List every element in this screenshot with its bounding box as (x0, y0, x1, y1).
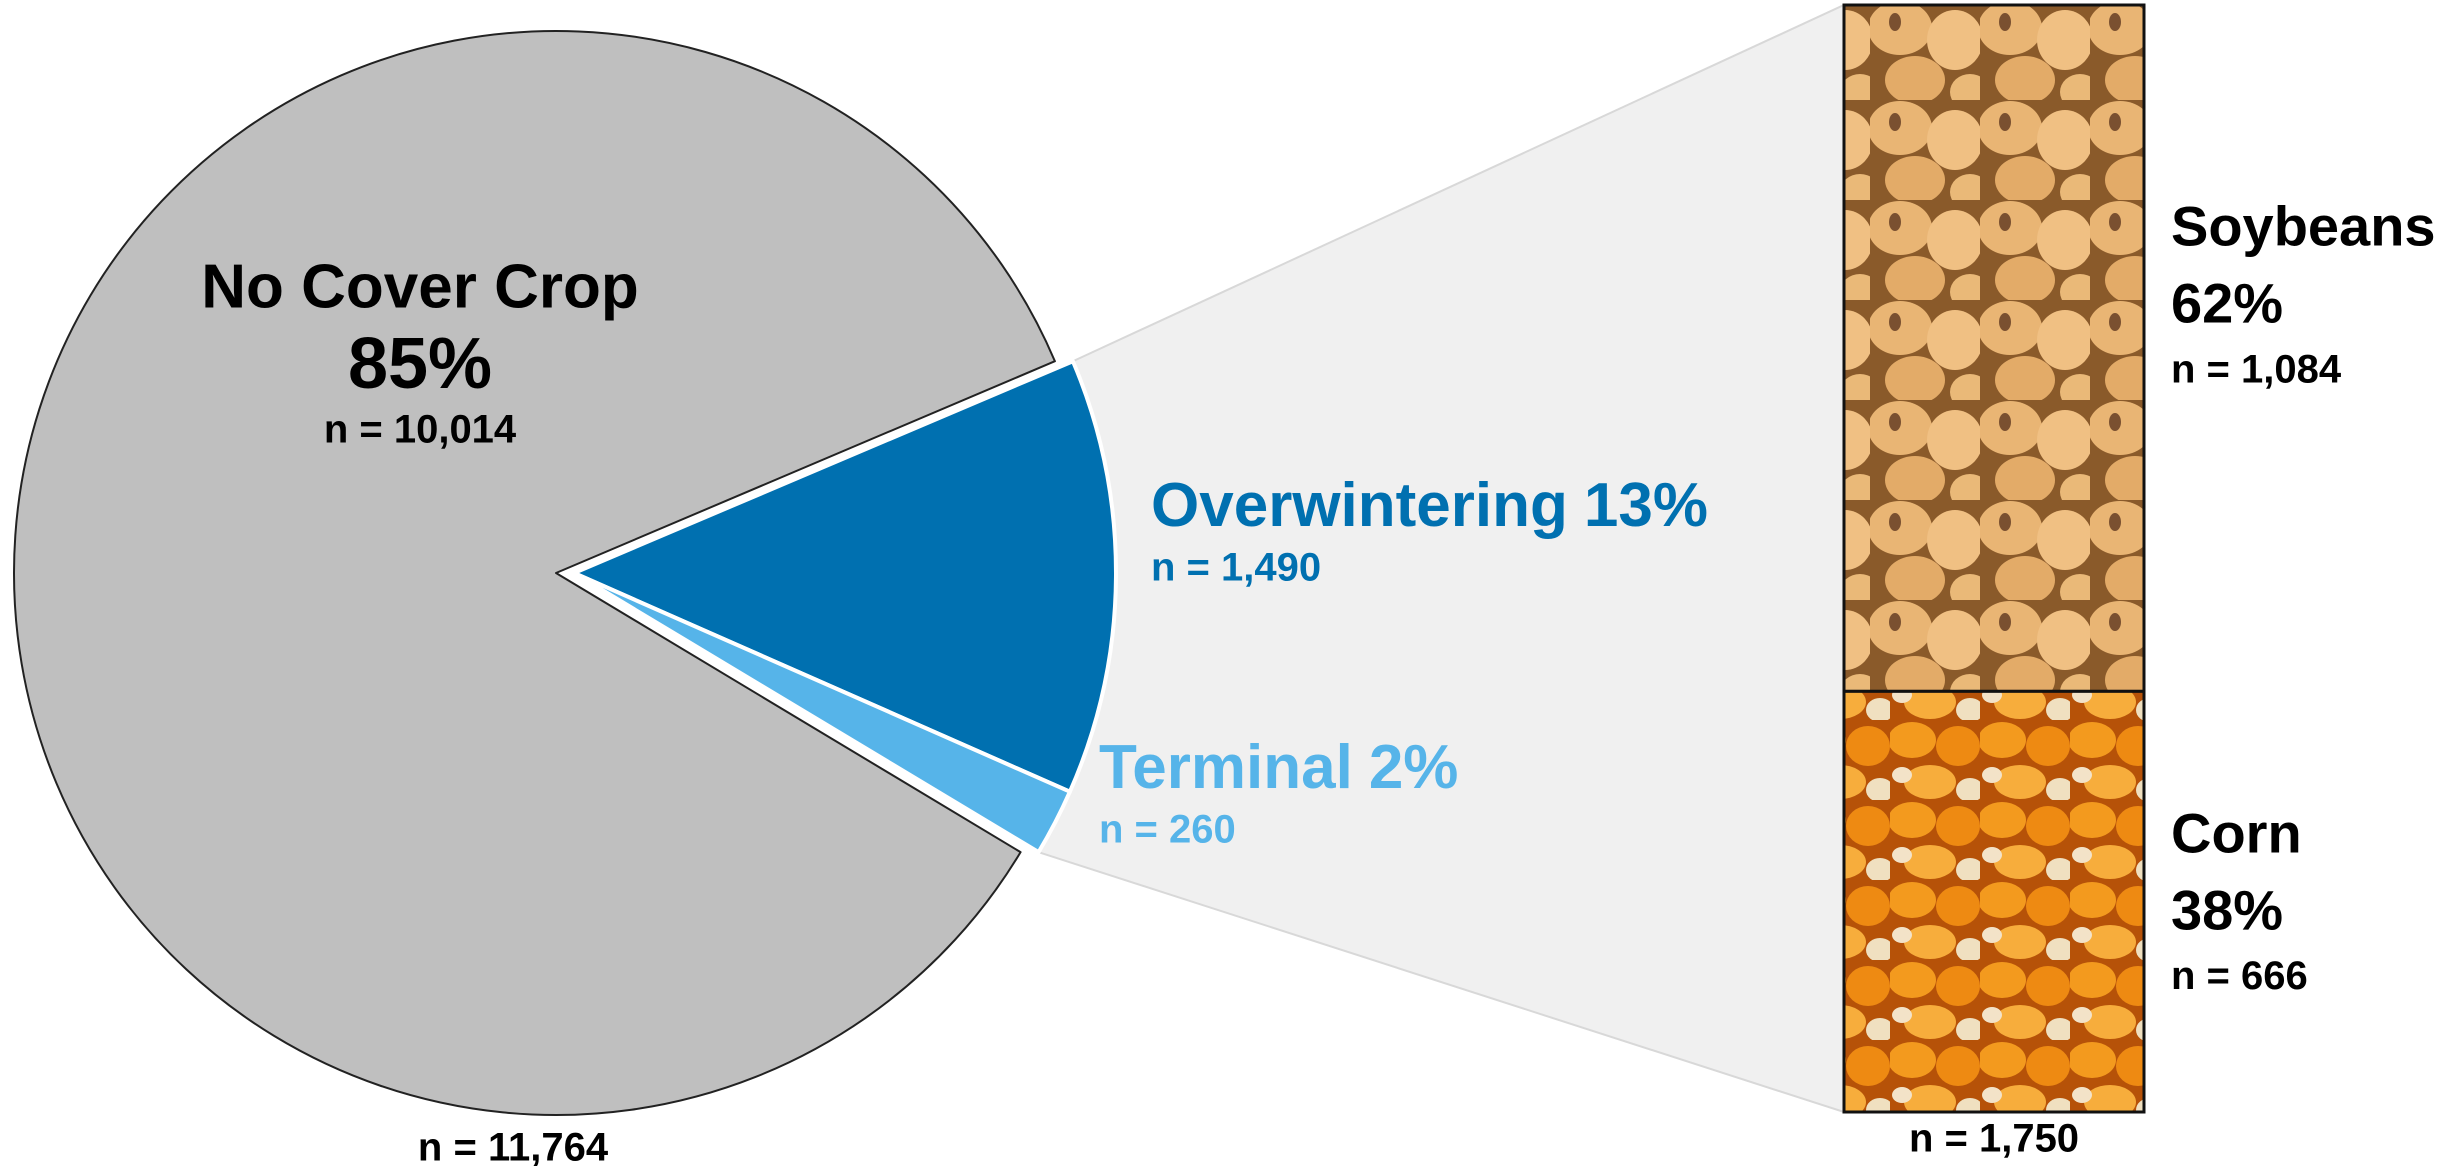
pie-total: n = 11,764 (418, 1126, 609, 1166)
slice-name: No Cover Crop (201, 252, 638, 321)
slice-name: Overwintering (1151, 471, 1568, 540)
segment-percent: 62% (2171, 272, 2283, 335)
slice-name: Terminal (1099, 733, 1353, 802)
slice-percent: 13% (1584, 471, 1708, 540)
slice-count: n = 260 (1099, 808, 1236, 852)
segment-count: n = 1,084 (2171, 347, 2342, 391)
segment-name: Soybeans (2171, 195, 2436, 258)
bar-segment (1844, 5, 2144, 691)
slice-count: n = 10,014 (324, 408, 517, 452)
slice-percent: 85% (348, 324, 492, 404)
slice-percent: 2% (1369, 733, 1459, 802)
segment-percent: 38% (2171, 878, 2283, 941)
segment-count: n = 666 (2171, 954, 2308, 998)
bar-segment (1844, 691, 2144, 1112)
chart: No Cover Crop85%n = 10,014 Overwintering1… (0, 0, 2440, 1166)
slice-count: n = 1,490 (1151, 546, 1321, 590)
bar-total: n = 1,750 (1909, 1117, 2079, 1161)
segment-name: Corn (2171, 801, 2302, 864)
